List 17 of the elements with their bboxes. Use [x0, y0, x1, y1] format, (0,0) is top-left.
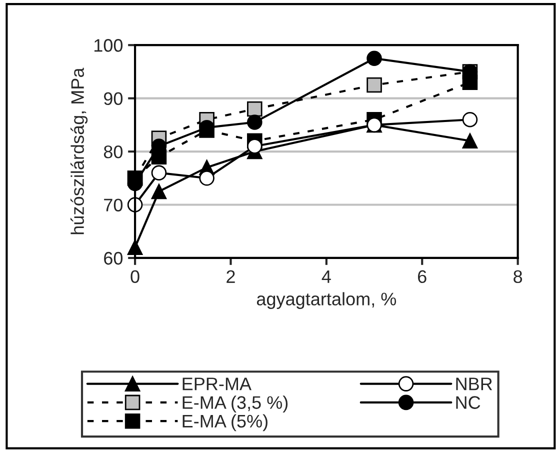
legend-label: NC — [456, 396, 480, 409]
x-tick-label: 4 — [322, 270, 331, 283]
x-tick-label: 0 — [130, 270, 140, 284]
y-axis-title: húzószilárdság, MPa — [70, 68, 88, 234]
legend-label: E-MA (3,5 %) — [182, 396, 288, 412]
x-tick-label: 2 — [226, 270, 235, 283]
y-tick-label: 80 — [104, 145, 123, 158]
y-tick-label: 100 — [94, 39, 123, 52]
x-tick-label: 8 — [514, 270, 522, 284]
legend-label: NBR — [456, 378, 492, 390]
x-tick-label: 6 — [418, 270, 426, 284]
x-axis-title: agyagtartalom, % — [256, 292, 396, 309]
y-tick-label: 90 — [104, 92, 123, 106]
y-tick-label: 70 — [104, 198, 123, 212]
legend-label: E-MA (5%) — [182, 414, 268, 432]
y-tick-label: 60 — [104, 252, 123, 265]
legend-label: EPR-MA — [182, 378, 252, 390]
